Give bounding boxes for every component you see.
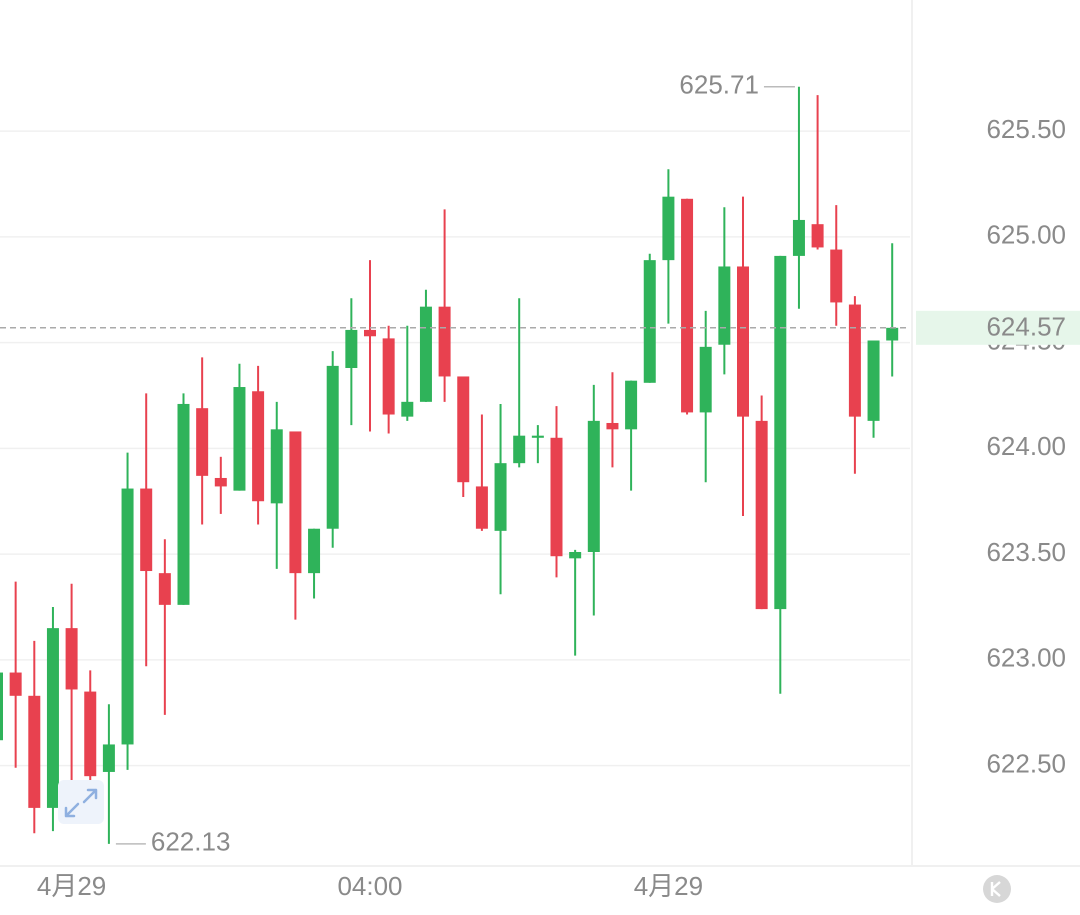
candle-body: [457, 376, 470, 483]
y-tick-label: 625.50: [986, 114, 1066, 144]
candle-body: [0, 672, 3, 741]
high-label: 625.71: [679, 70, 759, 100]
x-tick-label: 04:00: [337, 871, 402, 901]
candle-body: [886, 327, 899, 341]
candle-body: [867, 340, 880, 421]
candle-body: [308, 528, 321, 574]
candle-body: [830, 249, 843, 303]
candle-body: [513, 435, 526, 464]
candle-body: [28, 695, 41, 808]
x-tick-label: 4月29: [634, 871, 703, 901]
candle-body: [401, 401, 414, 417]
candle-body: [289, 431, 302, 574]
candle-body: [792, 219, 805, 256]
candle-body: [252, 391, 265, 502]
candle-body: [233, 387, 246, 491]
candle-body: [46, 628, 59, 808]
candle-body: [494, 463, 507, 531]
candle-body: [345, 329, 358, 368]
candle-body: [699, 346, 712, 413]
grid: [0, 130, 910, 767]
candle-body: [121, 488, 134, 745]
y-tick-label: 624.00: [986, 431, 1066, 461]
y-tick-label: 623.00: [986, 643, 1066, 673]
x-tick-label: 4月29: [37, 871, 106, 901]
candle-body: [569, 551, 582, 559]
candle-body: [475, 486, 488, 529]
candle-body: [140, 488, 153, 572]
candle-body: [718, 266, 731, 345]
candle-body: [214, 477, 227, 487]
expand-icon[interactable]: [58, 780, 104, 824]
candle-body: [84, 691, 97, 777]
last-price-label: 624.57: [986, 312, 1066, 342]
y-tick-label: 623.50: [986, 537, 1066, 567]
candle-body: [625, 380, 638, 430]
candle-body: [774, 255, 787, 610]
candle-body: [9, 672, 22, 696]
labels: 622.50623.00623.50624.00624.50625.00625.…: [0, 70, 1080, 901]
last-price-tag: [916, 310, 1080, 345]
candle-body: [364, 329, 376, 337]
candle-body: [177, 403, 190, 605]
candle-body: [438, 306, 451, 377]
candle-body: [531, 435, 544, 438]
candle-body: [102, 744, 115, 772]
candle-body: [326, 365, 339, 529]
candle-body: [419, 306, 432, 402]
candle-body: [196, 408, 209, 476]
candle-body: [270, 429, 283, 504]
low-label: 622.13: [151, 827, 231, 857]
candle-body: [587, 420, 600, 552]
k-button[interactable]: [983, 875, 1011, 903]
plot-area: [0, 86, 899, 844]
candle-body: [662, 196, 675, 261]
candle-body: [848, 304, 861, 417]
candle-body: [811, 224, 824, 248]
candle-body: [755, 420, 768, 610]
candle-body: [158, 573, 171, 605]
y-tick-label: 625.00: [986, 220, 1066, 250]
candle-body: [643, 260, 656, 383]
candle-body: [550, 437, 563, 557]
candle-body: [65, 628, 78, 690]
candle-body: [606, 422, 619, 430]
candle-body: [681, 198, 694, 413]
candle-body: [382, 338, 395, 415]
y-tick-label: 622.50: [986, 748, 1066, 778]
candle-body: [737, 266, 749, 417]
